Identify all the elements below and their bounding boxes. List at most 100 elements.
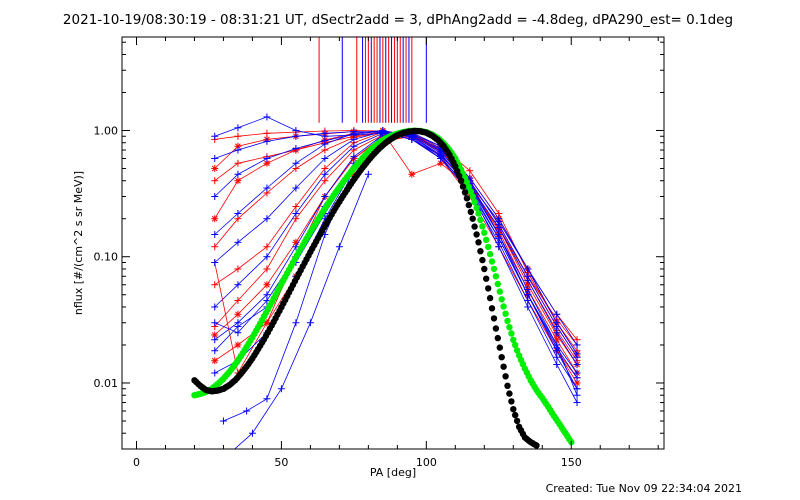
fit-point-fit-green bbox=[467, 188, 474, 195]
point-blue-9 bbox=[211, 259, 219, 267]
point-blue-5 bbox=[234, 209, 242, 217]
fit-point-fit-green bbox=[473, 204, 480, 211]
point-blue-9 bbox=[553, 329, 561, 337]
fit-point-fit-black bbox=[467, 208, 474, 216]
fit-point-fit-black bbox=[506, 390, 513, 397]
y-axis-label: nflux [#/(cm^2 s sr MeV)] bbox=[72, 171, 85, 315]
axes-group: 0 50 100 150 0.01 0.10 1.00 bbox=[94, 37, 664, 469]
fit-point-fit-green bbox=[481, 229, 488, 236]
point-blue-3 bbox=[263, 154, 271, 162]
point-red-4 bbox=[234, 341, 242, 349]
x-axis-label: PA [deg] bbox=[370, 466, 416, 479]
point-red-10 bbox=[234, 265, 242, 273]
fit-point-fit-green bbox=[508, 330, 515, 337]
point-blue-8 bbox=[495, 243, 503, 251]
point-blue-7 bbox=[263, 137, 271, 145]
fit-point-fit-green bbox=[504, 317, 511, 325]
fit-point-fit-black bbox=[492, 325, 500, 332]
created-footer: Created: Tue Nov 09 22:34:04 2021 bbox=[546, 482, 742, 495]
point-red-2 bbox=[234, 310, 242, 318]
x-tick-label: 150 bbox=[561, 456, 582, 469]
fit-point-fit-black bbox=[500, 363, 507, 370]
fit-point-fit-black bbox=[490, 315, 498, 322]
point-blue-9 bbox=[437, 151, 445, 159]
point-blue-7 bbox=[292, 132, 300, 140]
point-blue-5 bbox=[292, 159, 300, 167]
fit-point-fit-black bbox=[457, 177, 465, 184]
fit-point-fit-black bbox=[477, 248, 484, 255]
fit-point-fit-green bbox=[492, 273, 500, 280]
point-blue-8 bbox=[292, 209, 300, 217]
fit-point-fit-green bbox=[483, 236, 490, 243]
vertical-markers-group bbox=[318, 37, 427, 123]
point-blue-6 bbox=[524, 286, 532, 294]
point-red-7 bbox=[234, 177, 242, 185]
point-blue-12 bbox=[292, 319, 300, 327]
point-blue-8 bbox=[573, 399, 581, 407]
fit-point-fit-black bbox=[488, 305, 496, 312]
fit-point-fit-black bbox=[512, 411, 519, 419]
point-blue-7 bbox=[321, 129, 329, 137]
point-red-3 bbox=[211, 177, 219, 185]
fit-point-fit-black bbox=[483, 275, 490, 282]
point-red-2 bbox=[263, 281, 271, 289]
point-red-7 bbox=[211, 215, 219, 223]
point-blue-10 bbox=[524, 265, 532, 273]
fit-point-fit-green bbox=[490, 265, 498, 273]
fit-point-fit-black bbox=[473, 231, 480, 238]
fit-point-fit-green bbox=[512, 341, 519, 349]
point-red-6 bbox=[234, 297, 242, 305]
fit-point-fit-green bbox=[463, 178, 471, 186]
fit-point-fit-green bbox=[498, 296, 505, 303]
fit-point-fit-black bbox=[485, 285, 492, 292]
plot-frame bbox=[121, 36, 665, 450]
point-red-5 bbox=[211, 243, 219, 251]
point-blue-12 bbox=[219, 417, 227, 425]
point-blue-9 bbox=[292, 184, 300, 192]
fit-point-fit-black bbox=[465, 201, 472, 209]
point-blue-3 bbox=[553, 353, 561, 361]
fit-point-fit-green bbox=[485, 243, 492, 251]
point-blue-11 bbox=[335, 243, 343, 251]
point-blue-12 bbox=[243, 407, 251, 415]
point-blue-8 bbox=[211, 303, 219, 311]
point-blue-11 bbox=[364, 170, 372, 178]
point-blue-5 bbox=[211, 230, 219, 238]
point-blue-7 bbox=[234, 146, 242, 154]
fit-point-fit-green bbox=[506, 324, 513, 331]
point-red-5 bbox=[321, 146, 329, 154]
x-tick-label: 0 bbox=[133, 456, 140, 469]
fit-point-fit-black bbox=[452, 163, 459, 170]
fit-point-fit-black bbox=[454, 167, 461, 175]
point-red-3 bbox=[234, 159, 242, 167]
fit-point-fit-black bbox=[513, 417, 521, 425]
point-blue-12 bbox=[379, 129, 387, 137]
point-blue-10 bbox=[573, 350, 581, 358]
point-blue-11 bbox=[277, 385, 285, 393]
point-blue-8 bbox=[524, 303, 532, 311]
point-blue-4 bbox=[211, 319, 219, 327]
point-red-9 bbox=[211, 164, 219, 172]
point-blue-6 bbox=[553, 341, 561, 349]
fit-point-fit-green bbox=[500, 303, 507, 310]
fit-point-fit-black bbox=[502, 373, 509, 380]
point-red-8 bbox=[263, 319, 271, 327]
fit-point-fit-black bbox=[475, 239, 482, 246]
point-red-1 bbox=[466, 167, 474, 175]
point-blue-11 bbox=[306, 319, 314, 327]
point-blue-8 bbox=[553, 361, 561, 369]
point-blue-3 bbox=[292, 144, 300, 152]
fit-point-fit-black bbox=[494, 334, 501, 342]
fit-point-fit-black bbox=[498, 354, 505, 361]
point-red-10 bbox=[263, 243, 271, 251]
fit-point-fit-green bbox=[479, 223, 486, 230]
point-blue-9 bbox=[495, 224, 503, 232]
point-blue-6 bbox=[495, 230, 503, 238]
fit-point-fit-black bbox=[486, 294, 494, 302]
x-tick-label: 50 bbox=[274, 456, 288, 469]
point-blue-10 bbox=[211, 347, 219, 355]
point-blue-6 bbox=[573, 391, 581, 399]
fit-point-fit-green bbox=[477, 216, 484, 224]
point-blue-9 bbox=[524, 276, 532, 284]
